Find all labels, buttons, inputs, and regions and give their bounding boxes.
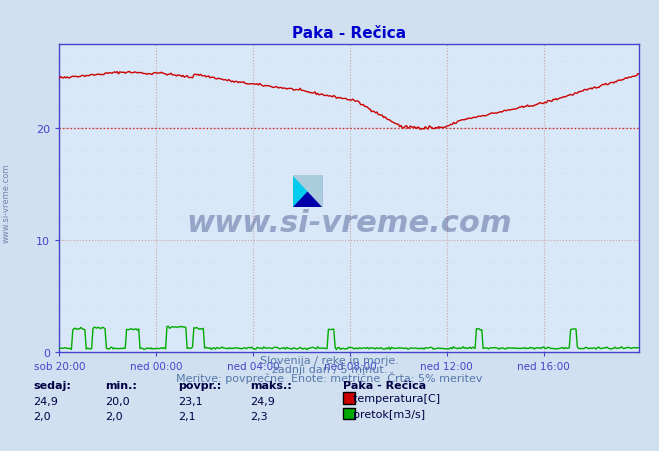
Text: temperatura[C]: temperatura[C] (346, 393, 440, 403)
Text: povpr.:: povpr.: (178, 380, 221, 390)
Text: min.:: min.: (105, 380, 137, 390)
Polygon shape (293, 176, 323, 207)
Text: 24,9: 24,9 (250, 396, 275, 405)
Text: sedaj:: sedaj: (33, 380, 71, 390)
Text: 2,3: 2,3 (250, 411, 268, 421)
Polygon shape (293, 176, 323, 207)
Text: Slovenija / reke in morje.: Slovenija / reke in morje. (260, 355, 399, 365)
Text: www.si-vreme.com: www.si-vreme.com (186, 208, 512, 237)
Text: 2,1: 2,1 (178, 411, 196, 421)
Text: www.si-vreme.com: www.si-vreme.com (2, 163, 11, 243)
Text: Meritve: povprečne  Enote: metrične  Črta: 5% meritev: Meritve: povprečne Enote: metrične Črta:… (176, 371, 483, 383)
Text: 2,0: 2,0 (105, 411, 123, 421)
Text: zadnji dan / 5 minut.: zadnji dan / 5 minut. (272, 364, 387, 374)
Text: Paka - Rečica: Paka - Rečica (343, 380, 426, 390)
Text: maks.:: maks.: (250, 380, 292, 390)
Text: pretok[m3/s]: pretok[m3/s] (346, 409, 425, 419)
Text: 2,0: 2,0 (33, 411, 51, 421)
Text: 24,9: 24,9 (33, 396, 58, 405)
Polygon shape (293, 176, 323, 207)
Title: Paka - Rečica: Paka - Rečica (292, 26, 407, 41)
Text: 23,1: 23,1 (178, 396, 202, 405)
Polygon shape (293, 176, 308, 192)
Text: 20,0: 20,0 (105, 396, 130, 405)
